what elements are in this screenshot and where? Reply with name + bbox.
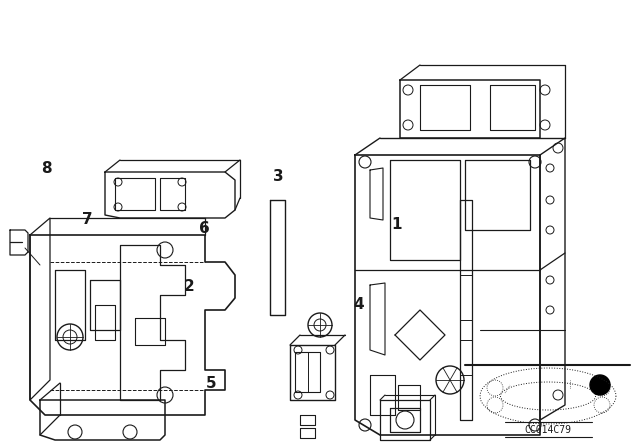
Text: 1: 1: [392, 216, 402, 232]
Text: 6: 6: [200, 221, 210, 236]
Text: CC014C79: CC014C79: [525, 425, 572, 435]
Text: 3: 3: [273, 169, 284, 185]
Text: 4: 4: [353, 297, 364, 312]
Text: 2: 2: [184, 279, 194, 294]
Circle shape: [590, 375, 610, 395]
Text: 5: 5: [206, 375, 216, 391]
Text: 7: 7: [83, 212, 93, 227]
Text: 8: 8: [41, 160, 51, 176]
